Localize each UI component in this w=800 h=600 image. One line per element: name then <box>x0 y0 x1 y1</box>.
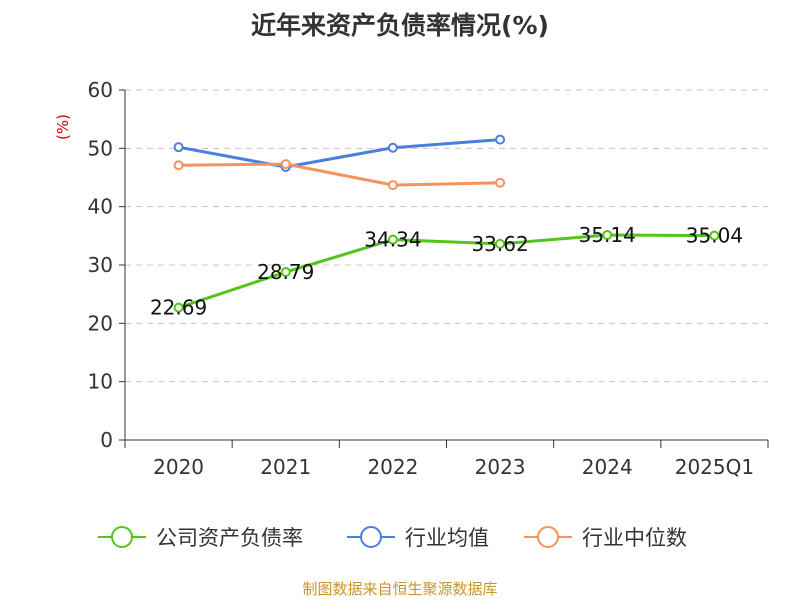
series-line <box>178 233 715 310</box>
y-tick-label: 50 <box>88 136 113 160</box>
data-label: 33.62 <box>471 232 528 256</box>
legend-item: 行业均值 <box>347 526 489 550</box>
legend: 公司资产负债率 行业均值 行业中位数 <box>98 526 687 550</box>
data-point <box>709 230 720 241</box>
legend-item: 公司资产负债率 <box>98 526 303 550</box>
y-tick-label: 10 <box>88 370 113 394</box>
data-point <box>495 238 506 249</box>
chart-title: 近年来资产负债率情况(%) <box>251 11 549 40</box>
x-tick-label: 2022 <box>367 455 418 479</box>
data-point <box>173 142 184 153</box>
data-labels: 22.69 28.79 34.34 33.62 35.14 35.04 <box>150 223 743 320</box>
data-label: 22.69 <box>150 296 207 320</box>
series-line <box>178 138 501 169</box>
gridlines <box>125 89 768 383</box>
y-tick-label: 30 <box>88 253 113 277</box>
legend-label: 行业中位数 <box>582 526 687 550</box>
series-lines <box>173 134 720 313</box>
y-tick-label: 20 <box>88 311 113 335</box>
x-tick-label: 2023 <box>475 455 526 479</box>
x-tick-label: 2021 <box>260 455 311 479</box>
data-point <box>280 159 291 170</box>
series-line <box>178 162 501 187</box>
data-point <box>387 142 398 153</box>
x-tick-label: 2024 <box>582 455 633 479</box>
y-tick-label: 0 <box>100 428 113 452</box>
x-tick-label: 2020 <box>153 455 204 479</box>
legend-marker <box>360 526 382 548</box>
data-point <box>602 230 613 241</box>
data-label: 34.34 <box>364 228 421 252</box>
data-point <box>173 302 184 313</box>
data-label: 28.79 <box>257 260 314 284</box>
x-tick-label: 2025Q1 <box>675 455 754 479</box>
source-note: 制图数据来自恒生聚源数据库 <box>302 580 497 598</box>
axes: 0 10 20 30 40 50 60 2020 2021 2022 2023 2024 2025Q1 <box>88 78 769 479</box>
data-point <box>495 177 506 188</box>
data-point <box>387 234 398 245</box>
legend-item: 行业中位数 <box>524 526 687 550</box>
legend-label: 公司资产负债率 <box>156 526 303 550</box>
y-tick-label: 40 <box>88 195 113 219</box>
data-point <box>280 267 291 278</box>
data-point <box>495 134 506 145</box>
legend-marker <box>537 526 559 548</box>
legend-marker <box>111 526 133 548</box>
y-axis-label: (%) <box>54 114 72 140</box>
data-label: 35.14 <box>579 223 636 247</box>
data-point <box>387 180 398 191</box>
y-tick-label: 60 <box>88 78 113 102</box>
legend-label: 行业均值 <box>405 526 489 550</box>
data-point <box>173 160 184 171</box>
data-label: 35.04 <box>686 224 743 248</box>
